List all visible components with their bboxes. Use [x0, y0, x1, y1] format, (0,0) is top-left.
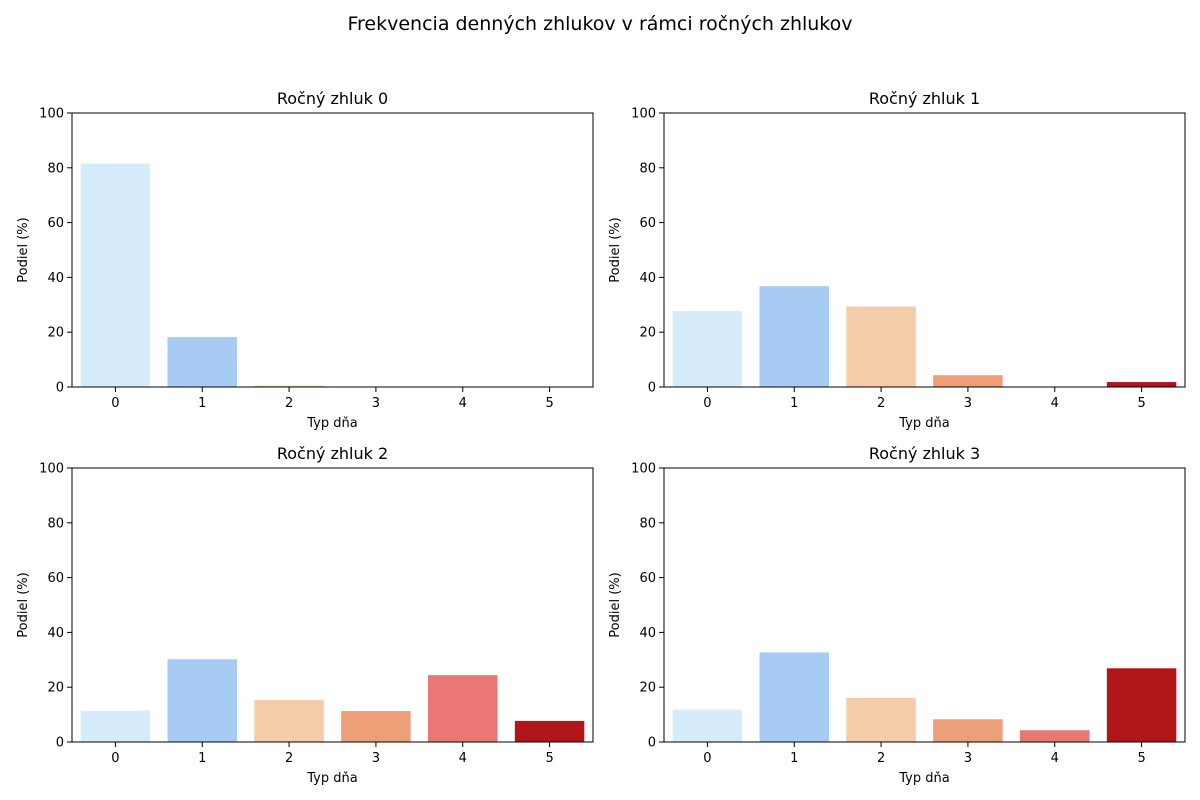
- x-axis-label: Typ dňa: [898, 416, 949, 431]
- y-axis-label: Podiel (%): [608, 217, 623, 282]
- bar-1: [759, 286, 829, 387]
- plot-frame: [71, 112, 594, 388]
- x-tick-label: 5: [545, 396, 553, 411]
- x-tick-label: 0: [111, 396, 119, 411]
- y-tick-label: 0: [648, 381, 656, 396]
- x-tick-label: 1: [198, 396, 206, 411]
- x-tick-label: 2: [877, 751, 885, 766]
- y-tick-label: 60: [639, 216, 656, 231]
- x-tick-label: 4: [459, 751, 467, 766]
- bar-4: [1020, 730, 1090, 742]
- x-tick-label: 0: [111, 751, 119, 766]
- y-tick-label: 0: [56, 381, 64, 396]
- y-tick-label: 0: [56, 736, 64, 751]
- bar-2: [254, 385, 324, 387]
- x-tick-label: 4: [1051, 751, 1059, 766]
- subplot-title: Ročný zhluk 0: [277, 89, 388, 108]
- bar-4: [428, 675, 498, 742]
- bar-0: [80, 710, 151, 742]
- plot-frame: [71, 467, 594, 743]
- y-tick-label: 100: [631, 462, 656, 477]
- y-tick-label: 20: [47, 326, 64, 341]
- x-tick-label: 1: [790, 396, 798, 411]
- subplot-title: Ročný zhluk 1: [869, 89, 980, 108]
- x-tick-label: 3: [372, 396, 380, 411]
- bar-3: [341, 711, 411, 742]
- bar-3: [933, 719, 1003, 742]
- x-axis-label: Typ dňa: [898, 771, 949, 786]
- x-tick-label: 3: [964, 751, 972, 766]
- plot-frame: [663, 112, 1186, 388]
- y-tick-label: 80: [639, 516, 656, 531]
- plot-frame: [663, 467, 1186, 743]
- bar-5: [1106, 668, 1177, 742]
- x-axis-label: Typ dňa: [306, 416, 357, 431]
- bar-2: [846, 306, 916, 387]
- subplot-title: Ročný zhluk 2: [277, 444, 388, 463]
- y-tick-label: 40: [47, 626, 64, 641]
- bar-2: [254, 700, 324, 742]
- subplot-title: Ročný zhluk 3: [869, 444, 980, 463]
- bar-2: [846, 697, 916, 742]
- y-tick-label: 100: [39, 107, 64, 122]
- y-tick-label: 0: [648, 736, 656, 751]
- y-tick-label: 80: [639, 161, 656, 176]
- bar-0: [80, 163, 151, 387]
- x-tick-label: 4: [459, 396, 467, 411]
- bar-3: [933, 375, 1003, 387]
- y-tick-label: 100: [631, 107, 656, 122]
- bar-1: [167, 337, 237, 387]
- x-tick-label: 1: [790, 751, 798, 766]
- y-tick-label: 80: [47, 516, 64, 531]
- y-axis-label: Podiel (%): [16, 572, 31, 637]
- subplot-0: 0 20 40 60 80 100 0 1 2 3 4 5 Ročný zhluk 0 Typ dňa Po…: [16, 89, 594, 431]
- bar-0: [672, 311, 743, 387]
- subplot-2: 0 20 40 60 80 100 0 1 2 3 4 5 Ročný zhluk 2 Typ dňa Po…: [16, 444, 594, 786]
- bar-0: [672, 709, 743, 742]
- x-tick-label: 3: [964, 396, 972, 411]
- y-axis-label: Podiel (%): [16, 217, 31, 282]
- y-tick-label: 40: [639, 626, 656, 641]
- x-tick-label: 3: [372, 751, 380, 766]
- x-tick-label: 4: [1051, 396, 1059, 411]
- x-tick-label: 0: [703, 396, 711, 411]
- x-tick-label: 2: [285, 396, 293, 411]
- x-tick-label: 2: [877, 396, 885, 411]
- figure-title: Frekvencia denných zhlukov v rámci ročný…: [347, 13, 853, 35]
- x-tick-label: 0: [703, 751, 711, 766]
- y-tick-label: 80: [47, 161, 64, 176]
- x-tick-label: 2: [285, 751, 293, 766]
- bar-1: [759, 652, 829, 742]
- y-tick-label: 20: [639, 681, 656, 696]
- bar-1: [167, 659, 237, 742]
- x-axis-label: Typ dňa: [306, 771, 357, 786]
- y-tick-label: 100: [39, 462, 64, 477]
- bar-5: [1106, 382, 1177, 387]
- y-tick-label: 20: [639, 326, 656, 341]
- subplot-3: 0 20 40 60 80 100 0 1 2 3 4 5 Ročný zhluk 3 Typ dňa Po…: [608, 444, 1186, 786]
- x-tick-label: 1: [198, 751, 206, 766]
- y-tick-label: 40: [47, 271, 64, 286]
- x-tick-label: 5: [1137, 396, 1145, 411]
- bar-5: [514, 720, 585, 742]
- y-tick-label: 60: [47, 571, 64, 586]
- y-tick-label: 20: [47, 681, 64, 696]
- y-axis-label: Podiel (%): [608, 572, 623, 637]
- y-tick-label: 60: [47, 216, 64, 231]
- y-tick-label: 40: [639, 271, 656, 286]
- y-tick-label: 60: [639, 571, 656, 586]
- x-tick-label: 5: [1137, 751, 1145, 766]
- x-tick-label: 5: [545, 751, 553, 766]
- subplot-1: 0 20 40 60 80 100 0 1 2 3 4 5 Ročný zhluk 1 Typ dňa Po…: [608, 89, 1186, 431]
